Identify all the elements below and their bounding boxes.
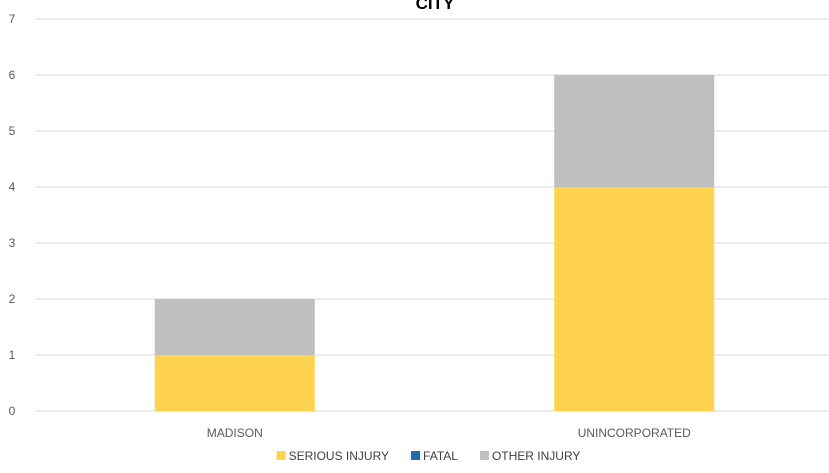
x-axis-labels: MADISON UNINCORPORATED xyxy=(207,426,691,440)
y-tick-label: 2 xyxy=(9,292,16,306)
bar-unincorporated-other-injury xyxy=(554,75,715,187)
y-tick-label: 6 xyxy=(9,68,16,82)
legend-swatch xyxy=(411,451,421,460)
x-category-label: MADISON xyxy=(207,426,263,440)
legend-item-fatal: FATAL xyxy=(411,449,458,463)
y-axis-ticks: 0 1 2 3 4 5 6 7 xyxy=(9,12,16,418)
y-tick-label: 4 xyxy=(9,180,16,194)
y-tick-label: 0 xyxy=(9,404,16,418)
x-category-label: UNINCORPORATED xyxy=(578,426,691,440)
bar-madison-other-injury xyxy=(154,299,315,355)
y-tick-label: 3 xyxy=(9,236,16,250)
bars xyxy=(154,75,715,411)
legend-swatch xyxy=(276,451,286,460)
legend-swatch xyxy=(479,451,489,460)
legend-item-other-injury: OTHER INJURY xyxy=(479,449,580,463)
chart-title: CITY xyxy=(416,0,455,13)
legend-item-serious-injury: SERIOUS INJURY xyxy=(276,449,389,463)
y-tick-label: 5 xyxy=(9,124,16,138)
chart-title-layer: CITY xyxy=(416,0,455,13)
y-tick-label: 7 xyxy=(9,12,16,26)
bar-unincorporated-serious-injury xyxy=(554,187,715,411)
bar-madison-serious-injury xyxy=(154,355,315,411)
legend: SERIOUS INJURY FATAL OTHER INJURY xyxy=(276,449,580,463)
legend-label: FATAL xyxy=(423,449,458,463)
y-tick-label: 1 xyxy=(9,348,16,362)
legend-label: SERIOUS INJURY xyxy=(289,449,389,463)
legend-label: OTHER INJURY xyxy=(492,449,580,463)
